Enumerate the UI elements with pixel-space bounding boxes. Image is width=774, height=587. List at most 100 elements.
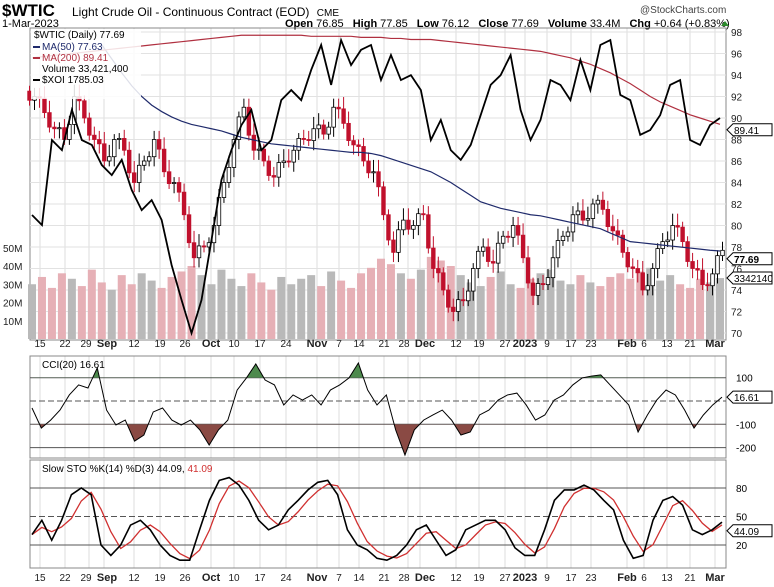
candle-up: [411, 225, 416, 230]
candle-up: [311, 128, 316, 141]
volume-value-tag: 3342140: [726, 271, 773, 285]
ma200-value-tag: 89.41: [726, 123, 773, 137]
volume-bar: [656, 280, 665, 339]
candle-up: [535, 283, 541, 296]
x-tick-label: Oct: [202, 338, 221, 350]
cci-tick-label: -200: [736, 444, 756, 455]
candle-down: [490, 261, 496, 264]
candle-down: [176, 182, 182, 193]
candle-up: [720, 249, 725, 257]
ohlc-summary: Open 76.85 High 77.85 Low 76.12 Close 77.69 …: [285, 18, 730, 30]
value-tag-text: 89.41: [734, 126, 759, 137]
candle-up: [645, 285, 650, 291]
candle-down: [102, 143, 107, 162]
candle-down: [406, 219, 411, 230]
candle-down: [441, 272, 446, 291]
candle-up: [565, 231, 571, 237]
candle-down: [485, 246, 491, 262]
candle-up: [575, 210, 581, 216]
x-tick-label: 23: [585, 573, 597, 584]
volume-bar: [307, 275, 316, 339]
price-legend: $WTIC (Daily) 77.69 MA(50) 77.63 MA(200)…: [31, 29, 141, 99]
candle-up: [466, 290, 471, 302]
candle-up: [371, 171, 376, 174]
volume-bar: [237, 286, 246, 339]
candle-up: [715, 255, 720, 275]
x-tick-label: 14: [353, 339, 365, 350]
legend-ma50: MA(50) 77.63: [42, 42, 103, 53]
candle-up: [281, 160, 286, 164]
volume-bar: [297, 278, 306, 339]
candle-down: [615, 230, 620, 236]
volume-bar: [67, 278, 76, 339]
x-tick-label: 6: [641, 339, 647, 350]
candle-down: [515, 225, 521, 236]
candle-up: [595, 199, 601, 205]
volume-bar: [28, 284, 36, 339]
candle-up: [710, 273, 715, 287]
x-tick-label: 24: [280, 573, 292, 584]
watermark: @StockCharts.com: [640, 5, 726, 16]
candle-up: [456, 299, 461, 312]
value-tag-box: [726, 252, 773, 266]
volume-tick-label: 10M: [3, 317, 22, 328]
x-tick-label: Mar: [705, 338, 725, 350]
x-tick-label: Dec: [415, 338, 435, 350]
candle-down: [525, 257, 531, 284]
x-tick-label: 10: [228, 339, 240, 350]
y-tick-label: 88: [731, 136, 743, 147]
volume-tick-label: 30M: [3, 280, 22, 291]
candle-up: [221, 182, 227, 198]
candle-down: [620, 234, 625, 253]
candle-up: [650, 268, 655, 287]
candle-down: [336, 106, 341, 110]
candle-up: [196, 245, 202, 259]
value-tag-box: [726, 390, 773, 404]
candle-down: [27, 90, 32, 101]
x-tick-label: 27: [499, 339, 511, 350]
volume-bar: [556, 280, 565, 339]
volume-bar: [187, 266, 196, 339]
volume-bar: [207, 284, 216, 339]
x-tick-label: Oct: [202, 572, 221, 584]
x-tick-label: 14: [353, 573, 365, 584]
candle-down: [685, 241, 690, 262]
volume-bar: [357, 273, 366, 339]
x-tick-label: 7: [336, 573, 342, 584]
candle-down: [700, 269, 705, 286]
candle-up: [316, 124, 321, 130]
candle-down: [356, 144, 361, 147]
cci-overbought-fill: [92, 363, 604, 378]
candle-down: [246, 106, 252, 136]
candle-up: [560, 235, 566, 241]
volume-bar: [107, 289, 116, 339]
x-tick-label: 19: [473, 339, 485, 350]
volume-bar: [177, 271, 186, 339]
candle-down: [600, 199, 606, 210]
volume-bar: [496, 271, 505, 339]
candle-down: [605, 208, 611, 227]
candle-down: [341, 108, 346, 124]
candle-up: [326, 126, 331, 135]
volume-bar: [626, 278, 635, 339]
candle-down: [346, 122, 351, 141]
x-tick-label: 12: [128, 573, 140, 584]
x-tick-label: 21: [684, 339, 696, 350]
volume-bar: [636, 271, 645, 339]
candle-down: [52, 126, 57, 130]
candle-down: [361, 146, 366, 162]
y-tick-label: 84: [731, 179, 743, 190]
volume-bar: [616, 273, 625, 339]
volume-bar: [117, 275, 126, 339]
value-tag-text: 3342140: [734, 274, 773, 285]
value-tag-box: [726, 524, 773, 538]
panel-frame: [29, 27, 727, 341]
candle-up: [550, 257, 556, 279]
x-tick-label: Mar: [705, 572, 725, 584]
candle-down: [166, 171, 172, 184]
sto-tick-label: 50: [736, 513, 748, 524]
candle-down: [520, 234, 526, 259]
instrument-name: Light Crude Oil - Continuous Contract (E…: [72, 5, 309, 19]
x-tick-label: 22: [59, 573, 71, 584]
candle-down: [461, 299, 466, 302]
